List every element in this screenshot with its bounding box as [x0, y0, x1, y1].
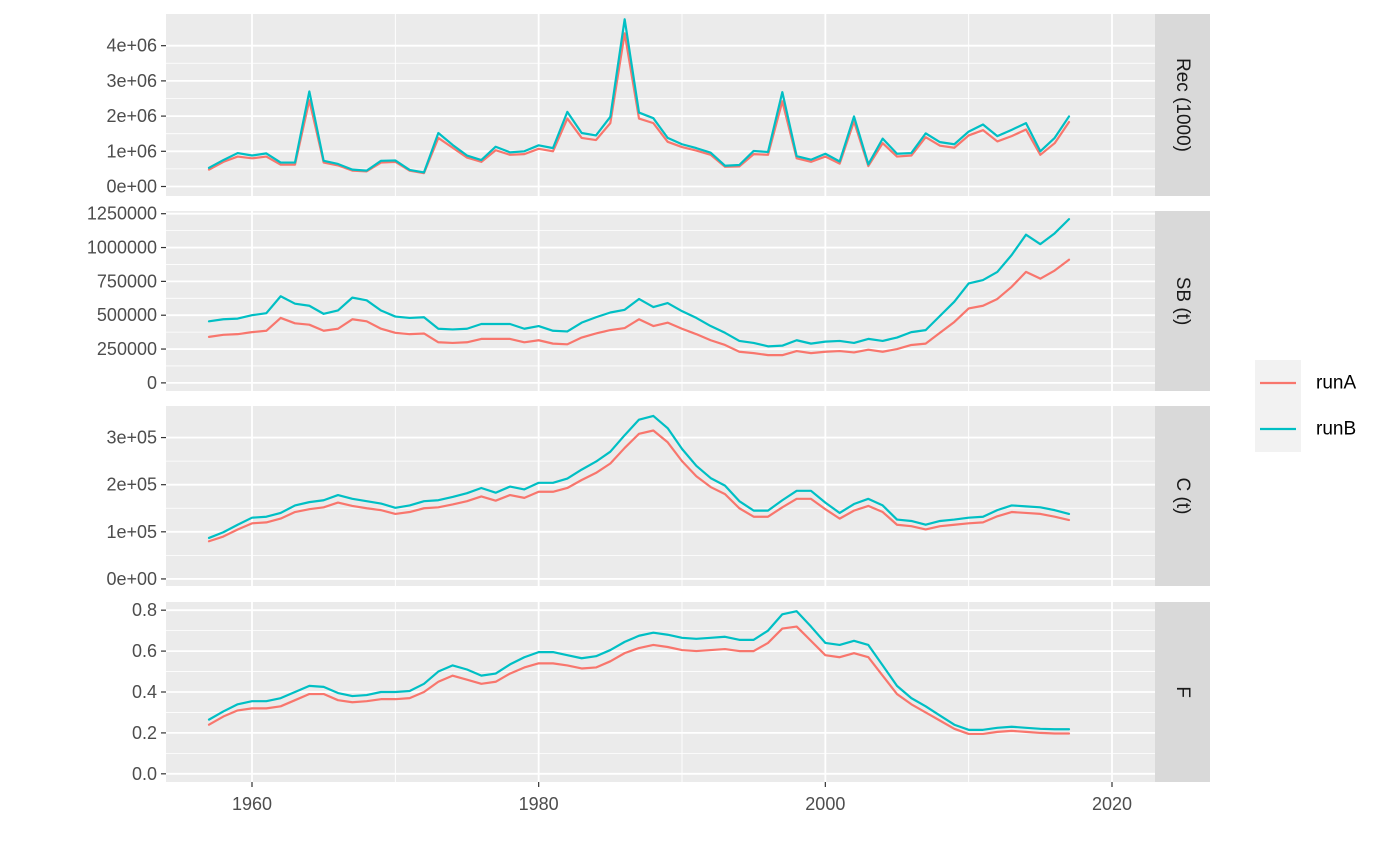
legend-label-runB: runB [1316, 419, 1356, 440]
y-tick-label: 2e+05 [106, 475, 157, 495]
y-tick-label: 1250000 [87, 204, 157, 224]
y-tick-label: 1e+05 [106, 522, 157, 542]
y-tick-label: 0 [147, 373, 157, 393]
y-tick-label: 0.4 [132, 682, 157, 702]
panel-f: 0.0 0.2 0.4 0.6 0.8 F [132, 600, 1210, 784]
panel-c-t: 0e+00 1e+05 2e+05 3e+05 C (t) [106, 406, 1210, 589]
series-line-runB [207, 218, 1071, 348]
series-line-runA [207, 625, 1071, 736]
x-tick-label: 1980 [519, 794, 559, 814]
y-tick-label: 0e+00 [106, 569, 157, 589]
legend-key-background [1255, 360, 1301, 452]
panel-rec-1000: 0e+00 1e+06 2e+06 3e+06 4e+06 Rec (1000) [106, 14, 1210, 196]
series-line-runB [207, 18, 1071, 174]
strip-label: Rec (1000) [1172, 58, 1193, 152]
legend-label-runA: runA [1316, 373, 1356, 394]
strip-label: SB (t) [1172, 277, 1193, 326]
y-tick-label: 0.2 [132, 723, 157, 743]
x-axis: 1960 1980 2000 2020 [232, 782, 1132, 814]
panel-sb-t: 0 250000 500000 750000 1000000 1250000 SB (t) [87, 204, 1210, 393]
x-tick-label: 2000 [805, 794, 845, 814]
y-tick-label: 0.6 [132, 641, 157, 661]
strip-background [1155, 602, 1210, 782]
panels-layer: 0e+00 1e+06 2e+06 3e+06 4e+06 Rec (1000) 0 2500… [87, 14, 1210, 784]
y-tick-label: 0e+00 [106, 176, 157, 196]
y-tick-label: 500000 [97, 305, 157, 325]
y-tick-label: 4e+06 [106, 36, 157, 56]
strip-label: C (t) [1172, 478, 1193, 515]
panel-background [166, 211, 1155, 391]
y-tick-label: 1e+06 [106, 141, 157, 161]
panel-background [166, 406, 1155, 586]
x-tick-label: 1960 [232, 794, 272, 814]
legend: runA runB [1255, 360, 1356, 452]
y-tick-label: 3e+05 [106, 428, 157, 448]
y-tick-label: 2e+06 [106, 106, 157, 126]
y-tick-label: 0.8 [132, 600, 157, 620]
series-line-runB [207, 610, 1071, 731]
strip-label: F [1172, 686, 1193, 698]
series-line-runB [207, 414, 1071, 540]
strip-background [1155, 406, 1210, 586]
series-line-runA [207, 258, 1071, 357]
y-tick-label: 0.0 [132, 764, 157, 784]
y-tick-label: 250000 [97, 339, 157, 359]
y-tick-label: 750000 [97, 271, 157, 291]
y-tick-label: 3e+06 [106, 71, 157, 91]
series-line-runA [207, 429, 1071, 543]
x-tick-label: 2020 [1092, 794, 1132, 814]
strip-background [1155, 14, 1210, 196]
strip-background [1155, 211, 1210, 391]
panel-background [166, 14, 1155, 196]
y-tick-label: 1000000 [87, 238, 157, 258]
